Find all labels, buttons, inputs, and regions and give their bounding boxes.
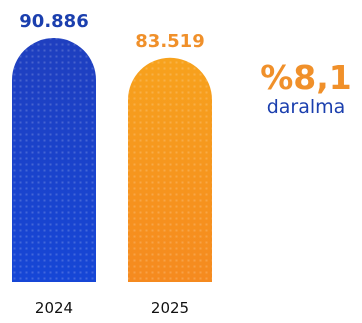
bar-texture-2025 [128, 57, 212, 282]
bar-texture-2024 [12, 38, 96, 282]
change-label: daralma [266, 96, 346, 118]
change-annotation: %8,1 daralma [250, 58, 362, 119]
value-label-2024: 90.886 [19, 11, 88, 32]
category-label-2025: 2025 [151, 299, 189, 317]
value-label-2025: 83.519 [135, 31, 204, 52]
change-percentage: %8,1 [260, 58, 352, 97]
category-label-2024: 2024 [35, 299, 73, 317]
